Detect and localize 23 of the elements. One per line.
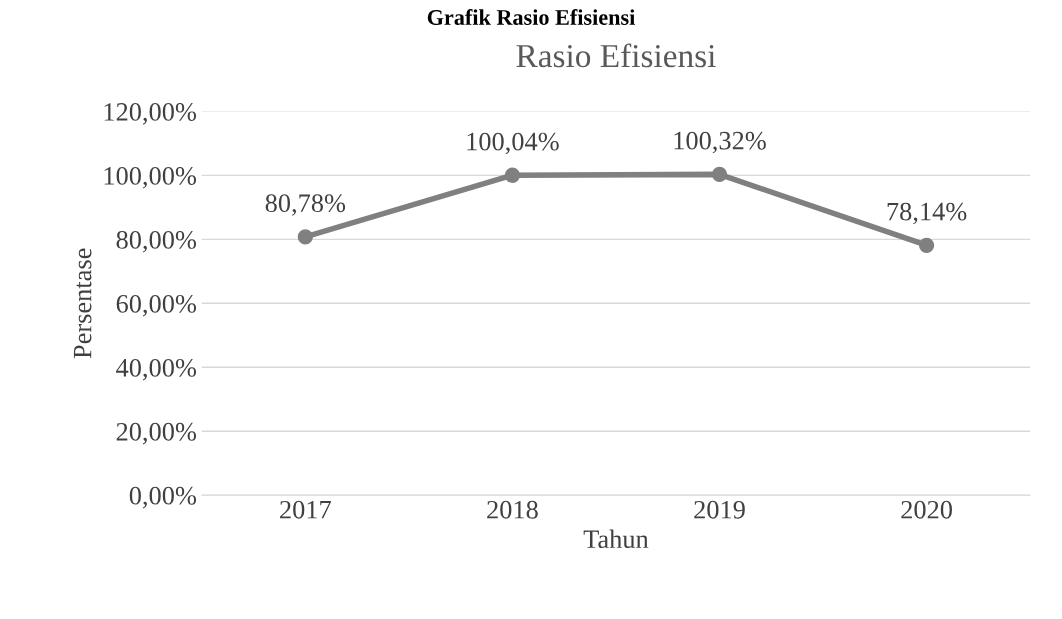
point: [711, 166, 728, 182]
data-label: 100,32%: [674, 131, 766, 154]
x-axis-title: Tahun: [583, 529, 649, 549]
y-tick-label: 0,00%: [129, 486, 197, 509]
chart-title: Rasio Efisiensi: [516, 43, 716, 68]
text: Grafik Rasio Efisiensi: [427, 9, 635, 25]
x-tick-label: 2017: [280, 500, 331, 519]
y-tick-label: 40,00%: [116, 358, 197, 381]
x-tick-label: 2019: [694, 500, 745, 519]
y-axis-title: Persentase: [73, 248, 92, 359]
data-label: 100,04%: [467, 132, 559, 155]
x-tick-label: 2018: [487, 500, 538, 519]
x-tick-label: 2020: [901, 500, 952, 519]
y-tick-label: 120,00%: [104, 103, 197, 125]
y-tick-label: 100,00%: [104, 166, 197, 189]
data-label: 80,78%: [265, 194, 346, 216]
y-tick-label: 80,00%: [116, 230, 197, 253]
point: [918, 237, 935, 253]
point: [504, 167, 521, 183]
y-tick-label: 60,00%: [116, 294, 197, 317]
y-tick-label: 20,00%: [116, 422, 197, 445]
data-label: 78,14%: [887, 202, 967, 225]
point: [297, 229, 313, 245]
